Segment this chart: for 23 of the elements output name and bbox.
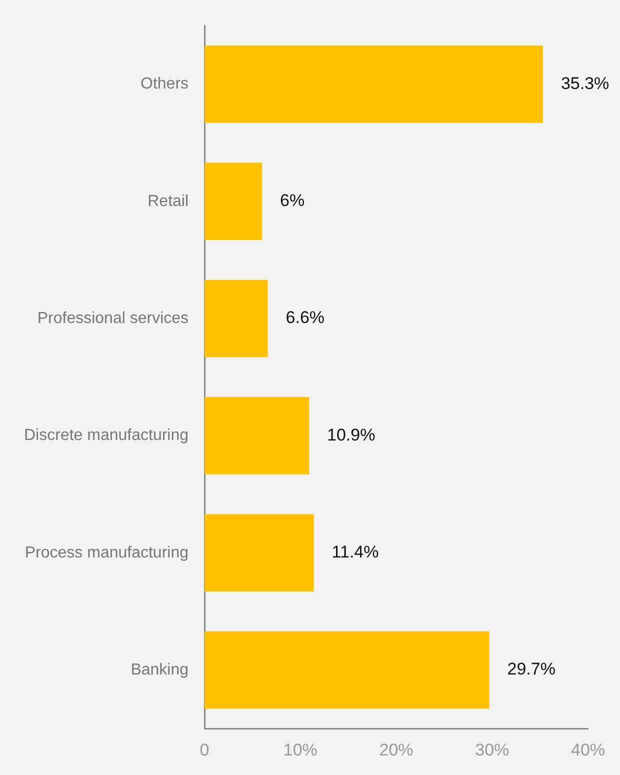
data-label: 35.3% bbox=[560, 74, 610, 93]
y-tick-label: Professional services bbox=[37, 310, 189, 327]
data-label: 11.4% bbox=[332, 542, 379, 562]
x-tick-label: 40% bbox=[570, 740, 606, 760]
bar bbox=[204, 631, 490, 709]
x-tick-label: 0 bbox=[200, 740, 210, 760]
data-label: 29.7% bbox=[507, 660, 556, 679]
y-tick-label: Banking bbox=[130, 661, 189, 678]
bar bbox=[204, 397, 310, 474]
x-tick-label: 10% bbox=[283, 740, 318, 760]
y-tick-label: Process manufacturing bbox=[24, 544, 189, 562]
x-tick-label: 20% bbox=[379, 740, 414, 760]
x-tick-label: 30% bbox=[475, 740, 510, 760]
bar bbox=[204, 46, 543, 123]
bar bbox=[204, 280, 268, 358]
data-label: 6% bbox=[280, 191, 305, 210]
y-tick-label: Retail bbox=[148, 192, 189, 210]
bar bbox=[204, 162, 262, 240]
bar bbox=[204, 514, 314, 592]
y-tick-label: Discrete manufacturing bbox=[24, 427, 189, 444]
data-label: 6.6% bbox=[286, 308, 325, 328]
data-label: 10.9% bbox=[327, 425, 376, 444]
y-tick-label: Others bbox=[140, 76, 189, 93]
